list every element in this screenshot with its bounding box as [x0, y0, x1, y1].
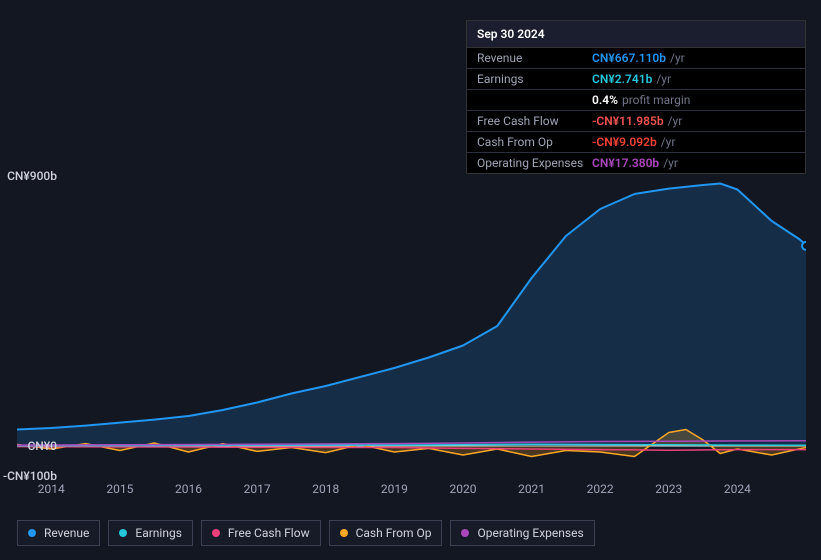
legend-dot-icon: [461, 529, 469, 537]
chart-area[interactable]: [17, 176, 806, 476]
tooltip-metric-suffix: profit margin: [622, 93, 690, 107]
tooltip-metric-label: Free Cash Flow: [477, 114, 592, 128]
x-axis-label: 2019: [381, 482, 408, 496]
x-axis-label: 2015: [106, 482, 133, 496]
tooltip-metric-value: CN¥17.380b: [592, 156, 659, 170]
y-axis-label: CN¥900b: [7, 169, 65, 183]
legend-item-revenue[interactable]: Revenue: [17, 520, 100, 546]
tooltip-metric-value: -CN¥9.092b: [592, 135, 657, 149]
tooltip-metric-value: CN¥2.741b: [592, 72, 652, 86]
x-axis-label: 2020: [449, 482, 476, 496]
legend-label: Earnings: [135, 526, 182, 540]
legend-item-earnings[interactable]: Earnings: [108, 520, 193, 546]
tooltip-date: Sep 30 2024: [467, 21, 805, 48]
legend-dot-icon: [119, 529, 127, 537]
tooltip-metric-suffix: /yr: [670, 51, 685, 65]
tooltip-row: EarningsCN¥2.741b/yr: [467, 69, 805, 90]
tooltip-row: 0.4% profit margin: [467, 90, 805, 111]
tooltip-metric-suffix: /yr: [668, 114, 683, 128]
legend-dot-icon: [28, 529, 36, 537]
x-axis-label: 2024: [724, 482, 751, 496]
tooltip-metric-value: -CN¥11.985b: [592, 114, 664, 128]
legend-dot-icon: [212, 529, 220, 537]
line-chart-svg: [17, 176, 806, 476]
tooltip-metric-label: Earnings: [477, 72, 592, 86]
tooltip-metric-suffix: /yr: [663, 156, 678, 170]
tooltip-metric-label: Operating Expenses: [477, 156, 592, 170]
legend-dot-icon: [340, 529, 348, 537]
legend-label: Operating Expenses: [477, 526, 583, 540]
tooltip-row: Free Cash Flow-CN¥11.985b/yr: [467, 111, 805, 132]
tooltip-metric-suffix: /yr: [661, 135, 676, 149]
tooltip-metric-label: Revenue: [477, 51, 592, 65]
data-tooltip: Sep 30 2024 RevenueCN¥667.110b/yrEarning…: [466, 20, 806, 174]
tooltip-metric-label: Cash From Op: [477, 135, 592, 149]
x-axis-label: 2014: [38, 482, 65, 496]
legend-label: Revenue: [44, 526, 89, 540]
x-axis-label: 2018: [312, 482, 339, 496]
tooltip-metric-value: 0.4%: [592, 93, 618, 107]
legend-item-free-cash-flow[interactable]: Free Cash Flow: [201, 520, 321, 546]
x-axis-label: 2022: [587, 482, 614, 496]
tooltip-metric-suffix: /yr: [656, 72, 671, 86]
tooltip-row: Cash From Op-CN¥9.092b/yr: [467, 132, 805, 153]
legend-label: Free Cash Flow: [228, 526, 310, 540]
x-axis-label: 2017: [244, 482, 271, 496]
x-axis-label: 2023: [655, 482, 682, 496]
legend-item-cash-from-op[interactable]: Cash From Op: [329, 520, 443, 546]
tooltip-row: RevenueCN¥667.110b/yr: [467, 48, 805, 69]
x-axis-label: 2016: [175, 482, 202, 496]
y-axis-label: CN¥0: [27, 439, 65, 453]
x-axis-labels: 2014 2015 2016 2017 2018 2019 2020 2021 2022 2023…: [17, 482, 806, 502]
tooltip-row: Operating ExpensesCN¥17.380b/yr: [467, 153, 805, 173]
chart-legend: Revenue Earnings Free Cash Flow Cash From O…: [17, 520, 595, 546]
legend-label: Cash From Op: [356, 526, 432, 540]
legend-item-operating-expenses[interactable]: Operating Expenses: [450, 520, 594, 546]
x-axis-label: 2021: [518, 482, 545, 496]
tooltip-metric-value: CN¥667.110b: [592, 51, 666, 65]
y-axis-label: -CN¥100b: [3, 469, 65, 483]
